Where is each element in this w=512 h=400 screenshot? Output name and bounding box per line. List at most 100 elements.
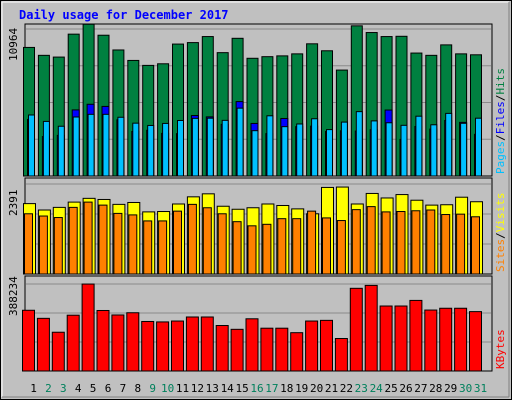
- x-tick-label-day-4: 4: [75, 382, 82, 395]
- bar-sites-day-13: [202, 207, 212, 275]
- bar-sites-day-14: [217, 213, 227, 275]
- x-tick-label-day-15: 15: [235, 382, 248, 395]
- x-tick-label-day-7: 7: [120, 382, 127, 395]
- bar-pages-day-23: [355, 111, 363, 177]
- x-tick-label-day-27: 27: [414, 382, 427, 395]
- bar-pages-day-1: [28, 114, 35, 177]
- bar-pages-day-30: [460, 122, 468, 177]
- bar-pages-day-10: [162, 122, 170, 177]
- bar-kbytes-day-4: [66, 314, 80, 372]
- bar-kbytes-day-24: [364, 284, 378, 372]
- bar-kbytes-day-16: [245, 318, 259, 372]
- bar-pages-day-29: [445, 112, 453, 177]
- x-tick-label-day-31: 31: [474, 382, 487, 395]
- x-tick-label-day-8: 8: [134, 382, 141, 395]
- bar-kbytes-day-5: [81, 283, 95, 372]
- bar-sites-day-5: [83, 201, 93, 275]
- bar-pages-day-2: [42, 120, 50, 177]
- bar-pages-day-26: [400, 124, 408, 177]
- x-tick-label-day-2: 2: [45, 382, 52, 395]
- panel-visits_sites: 2391 Sites/Visits: [7, 177, 507, 275]
- bar-pages-day-15: [236, 107, 244, 177]
- bar-kbytes-day-15: [230, 328, 244, 372]
- bar-kbytes-day-23: [349, 287, 363, 372]
- bar-kbytes-day-25: [379, 305, 393, 372]
- x-tick-label-day-14: 14: [221, 382, 235, 395]
- bar-pages-day-21: [326, 129, 333, 177]
- legend-kbytes: KBytes: [494, 329, 507, 369]
- bar-kbytes-day-2: [36, 317, 50, 372]
- bar-kbytes-day-21: [320, 319, 333, 372]
- legend-visits_sites: Sites/Visits: [494, 193, 507, 273]
- x-tick-label-day-30: 30: [459, 382, 472, 395]
- bar-pages-day-24: [370, 120, 378, 177]
- x-tick-label-day-17: 17: [265, 382, 278, 395]
- bar-kbytes-day-22: [334, 338, 348, 372]
- legend-hits: Hits: [494, 68, 507, 95]
- bar-sites-day-25: [381, 211, 391, 275]
- x-tick-label-day-28: 28: [429, 382, 442, 395]
- bar-kbytes-day-27: [409, 299, 423, 372]
- x-tick-label-day-22: 22: [340, 382, 353, 395]
- bar-pages-day-5: [87, 113, 95, 177]
- bar-sites-day-28: [426, 209, 436, 275]
- bar-kbytes-day-14: [215, 325, 229, 372]
- bar-sites-day-11: [173, 210, 182, 275]
- x-tick-label-day-12: 12: [191, 382, 204, 395]
- y-max-label: 10964: [7, 28, 20, 61]
- bar-sites-day-12: [187, 203, 197, 275]
- bar-sites-day-6: [98, 204, 108, 275]
- bar-sites-day-26: [396, 211, 406, 275]
- bar-kbytes-day-29: [439, 307, 453, 372]
- legend-visits: Visits: [494, 193, 507, 233]
- bar-sites-day-10: [158, 220, 168, 275]
- bar-kbytes-day-31: [469, 311, 482, 372]
- bar-sites-day-15: [232, 221, 242, 275]
- bar-pages-day-20: [311, 118, 319, 177]
- bar-kbytes-day-17: [260, 327, 274, 372]
- legend-sites: Sites: [494, 239, 507, 272]
- x-tick-label-day-13: 13: [206, 382, 219, 395]
- bar-pages-day-8: [132, 122, 140, 177]
- x-tick-label-day-16: 16: [250, 382, 263, 395]
- x-tick-label-day-10: 10: [161, 382, 174, 395]
- legend-separator: /: [494, 232, 507, 239]
- bar-kbytes-day-12: [185, 316, 199, 372]
- bar-pages-day-22: [340, 121, 348, 177]
- bar-pages-day-14: [221, 119, 229, 177]
- x-tick-label-day-26: 26: [399, 382, 412, 395]
- x-tick-label-day-21: 21: [325, 382, 338, 395]
- bar-sites-day-29: [441, 214, 451, 275]
- bar-sites-day-1: [24, 213, 33, 275]
- legend-separator: /: [494, 134, 507, 141]
- bar-kbytes-day-30: [454, 307, 468, 372]
- bar-kbytes-day-9: [141, 320, 155, 372]
- bar-sites-day-9: [143, 220, 153, 275]
- bar-sites-day-2: [38, 215, 48, 275]
- bar-kbytes-day-20: [305, 320, 319, 372]
- chart-title: Daily usage for December 2017: [19, 8, 229, 22]
- x-tick-label-day-3: 3: [60, 382, 67, 395]
- bar-sites-day-20: [307, 210, 317, 275]
- bar-sites-day-3: [53, 217, 63, 275]
- bar-sites-day-4: [68, 206, 78, 275]
- bar-sites-day-7: [113, 212, 123, 275]
- bar-pages-day-12: [191, 117, 199, 177]
- x-tick-label-day-20: 20: [310, 382, 323, 395]
- bar-pages-day-11: [177, 119, 184, 177]
- bar-pages-day-17: [266, 115, 274, 177]
- bar-pages-day-25: [385, 122, 393, 177]
- bar-kbytes-day-13: [200, 316, 214, 372]
- x-tick-label-day-5: 5: [90, 382, 97, 395]
- bar-kbytes-day-7: [111, 314, 125, 372]
- legend-hits_files_pages: Pages/Files/Hits: [494, 68, 507, 174]
- y-max-label: 388234: [7, 276, 20, 316]
- bar-sites-day-17: [262, 223, 272, 275]
- x-tick-label-day-6: 6: [105, 382, 112, 395]
- x-tick-label-day-23: 23: [355, 382, 368, 395]
- x-tick-label-day-11: 11: [176, 382, 189, 395]
- bar-pages-day-18: [281, 126, 289, 177]
- x-tick-label-day-25: 25: [384, 382, 397, 395]
- bar-pages-day-31: [475, 117, 482, 177]
